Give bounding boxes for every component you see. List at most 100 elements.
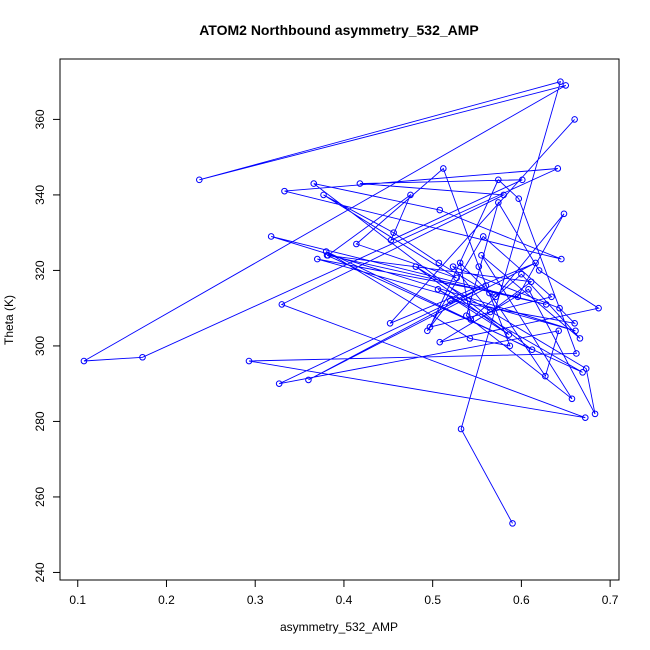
data-point bbox=[245, 357, 253, 365]
data-point bbox=[560, 210, 568, 218]
x-tick-label: 0.7 bbox=[602, 593, 619, 607]
data-point bbox=[495, 176, 502, 184]
data-point bbox=[449, 263, 457, 270]
data-point bbox=[572, 327, 579, 335]
data-point bbox=[435, 259, 443, 267]
data-point bbox=[478, 252, 485, 259]
data-point bbox=[412, 263, 420, 270]
y-tick-label: 280 bbox=[33, 411, 47, 431]
data-point bbox=[482, 282, 490, 289]
data-point bbox=[500, 191, 507, 199]
data-point bbox=[310, 180, 318, 187]
data-point bbox=[518, 270, 525, 278]
x-axis-label: asymmetry_532_AMP bbox=[280, 620, 398, 634]
data-point bbox=[278, 301, 286, 308]
data-point bbox=[542, 301, 550, 308]
data-point bbox=[196, 176, 203, 184]
data-point bbox=[356, 180, 364, 187]
data-point bbox=[509, 520, 516, 527]
y-axis-label: Theta (K) bbox=[2, 295, 16, 345]
data-point bbox=[581, 414, 589, 421]
data-point bbox=[436, 206, 444, 214]
data-point bbox=[557, 78, 564, 85]
y-axis: 240 260 280 300 320 340 360 bbox=[33, 109, 61, 582]
data-point bbox=[463, 312, 470, 320]
data-series bbox=[80, 78, 602, 527]
data-point bbox=[453, 274, 460, 282]
data-point bbox=[579, 369, 586, 376]
data-point bbox=[281, 187, 288, 195]
data-point bbox=[595, 304, 602, 312]
data-point bbox=[467, 316, 475, 323]
chart-title: ATOM2 Northbound asymmetry_532_AMP bbox=[199, 22, 479, 38]
y-tick-label: 320 bbox=[33, 260, 47, 280]
data-point bbox=[556, 304, 563, 312]
data-point bbox=[466, 335, 474, 342]
data-point bbox=[322, 248, 330, 255]
data-point bbox=[80, 357, 88, 365]
x-axis: 0.1 0.2 0.3 0.4 0.5 0.6 0.7 bbox=[69, 579, 619, 607]
data-point bbox=[535, 267, 543, 274]
data-point bbox=[548, 293, 555, 301]
data-point bbox=[440, 165, 447, 172]
data-point bbox=[323, 252, 331, 259]
x-tick-label: 0.2 bbox=[158, 593, 175, 607]
data-point bbox=[434, 285, 442, 293]
data-point bbox=[528, 346, 536, 354]
data-point bbox=[568, 395, 576, 403]
y-tick-label: 300 bbox=[33, 336, 47, 356]
x-tick-label: 0.5 bbox=[424, 593, 441, 607]
data-point bbox=[506, 342, 514, 350]
y-tick-label: 240 bbox=[33, 562, 47, 582]
data-point bbox=[492, 293, 499, 301]
data-point bbox=[573, 350, 580, 357]
data-point bbox=[525, 285, 532, 293]
x-tick-label: 0.6 bbox=[513, 593, 530, 607]
data-point bbox=[555, 327, 562, 335]
data-point bbox=[386, 319, 394, 327]
data-point bbox=[505, 331, 513, 338]
data-point bbox=[139, 353, 146, 361]
data-point bbox=[495, 199, 502, 206]
data-point bbox=[267, 233, 275, 240]
data-point bbox=[562, 82, 570, 89]
data-point bbox=[591, 410, 599, 418]
series-line bbox=[83, 81, 600, 524]
data-point bbox=[515, 195, 523, 202]
data-point bbox=[475, 263, 483, 270]
data-point bbox=[554, 165, 562, 172]
data-point bbox=[527, 278, 535, 286]
data-point bbox=[407, 191, 414, 199]
data-point bbox=[447, 297, 454, 304]
data-point bbox=[542, 372, 549, 380]
data-point bbox=[486, 289, 493, 297]
data-point bbox=[518, 176, 526, 184]
data-point bbox=[514, 293, 522, 301]
x-tick-label: 0.1 bbox=[69, 593, 86, 607]
data-point bbox=[390, 229, 397, 236]
data-point bbox=[424, 327, 431, 335]
x-tick-label: 0.4 bbox=[336, 593, 353, 607]
x-tick-label: 0.3 bbox=[247, 593, 264, 607]
data-point bbox=[487, 308, 494, 316]
y-tick-label: 260 bbox=[33, 487, 47, 507]
data-point bbox=[532, 259, 539, 267]
data-point bbox=[571, 116, 578, 123]
data-point bbox=[275, 380, 283, 387]
data-point bbox=[479, 233, 487, 240]
data-point bbox=[457, 425, 465, 433]
y-tick-label: 360 bbox=[33, 109, 47, 129]
data-point bbox=[320, 191, 327, 199]
data-point bbox=[305, 376, 312, 384]
data-point bbox=[456, 259, 464, 267]
data-point bbox=[576, 335, 584, 342]
data-point bbox=[387, 236, 395, 244]
data-point bbox=[582, 365, 590, 372]
data-point bbox=[353, 240, 360, 248]
data-point bbox=[436, 338, 444, 346]
data-point bbox=[558, 255, 565, 263]
data-point bbox=[314, 255, 321, 263]
y-tick-label: 340 bbox=[33, 185, 47, 205]
